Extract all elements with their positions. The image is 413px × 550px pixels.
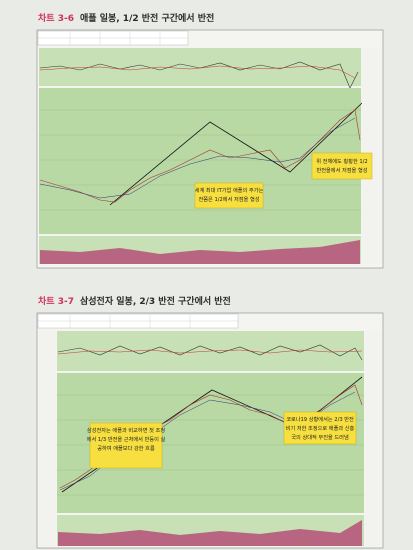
chart-screenshot [36,312,384,549]
annotation: 코로나19 상황에서는 2/3 반전 [286,415,354,423]
annotation: 삼성전자는 애플과 비교하면 첫 조정 [87,426,165,434]
figure-number: 차트 3-6 [38,12,74,24]
figure-caption: 애플 일봉, 1/2 반전 구간에서 반전 [80,12,214,24]
annotation: 비기 저한 조정으로 애플과 신흥 [286,424,355,432]
figure-number: 차트 3-7 [38,295,74,307]
annotation: 에서 1/3 반전을 근처에서 반등이 실 [87,435,166,443]
annotation: 위 전체에도 횡횡한 1/2 [316,157,367,165]
annotation: 공하여 애플보다 강한 흐름 [97,444,155,452]
annotation: 국의 상대적 부진을 드러냄 [291,433,349,441]
annotation: 세계 최대 IT기업 애플의 주가는 [195,186,264,194]
chart-screenshot [36,29,384,269]
annotation: 전쯤은 1/2에서 저점을 형성 [198,195,259,203]
annotation: 반전을에서 저점을 형성 [316,166,367,174]
figure-caption: 삼성전자 일봉, 2/3 반전 구간에서 반전 [80,295,231,307]
